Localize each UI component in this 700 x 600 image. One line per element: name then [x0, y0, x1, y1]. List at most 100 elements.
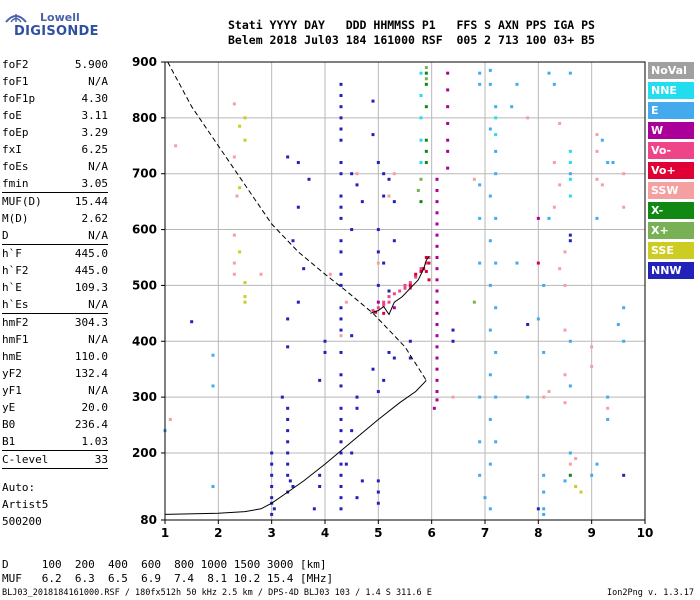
point-e	[568, 384, 572, 388]
param-name: B0	[2, 418, 16, 431]
x-tick-label: 2	[214, 526, 222, 540]
x-tick-label: 1	[161, 526, 169, 540]
param-value: N/A	[88, 75, 108, 88]
muf-value-row: MUF 6.2 6.3 6.5 6.9 7.4 8.1 10.2 15.4 [M…	[2, 572, 334, 585]
point-e	[606, 395, 610, 399]
y-tick-label: 300	[132, 390, 157, 404]
point-e	[494, 149, 498, 153]
lowell-digisonde-logo: Lowell DIGISONDE	[2, 6, 102, 44]
point-e	[478, 183, 482, 187]
point-nne	[419, 94, 423, 98]
param-name: foE	[2, 109, 22, 122]
x-tick-label: 9	[587, 526, 595, 540]
param-name: h`E	[2, 281, 22, 294]
header-line-2: Belem 2018 Jul03 184 161000 RSF 005 2 71…	[228, 33, 595, 47]
point-nnw	[355, 183, 359, 187]
param-row: B0 236.4	[2, 416, 108, 433]
param-name: foF2	[2, 58, 29, 71]
x-tick-label: 5	[374, 526, 382, 540]
param-value: N/A	[88, 160, 108, 173]
point-nnw	[350, 451, 354, 455]
param-separator	[2, 313, 108, 314]
legend-item-sse: SSE	[648, 242, 694, 259]
point-nnw	[280, 395, 284, 399]
point-nnw	[318, 484, 322, 488]
point-nnw	[286, 451, 290, 455]
point-e	[526, 395, 530, 399]
point-nnw	[190, 320, 194, 324]
point-nnw	[376, 479, 380, 483]
param-name: h`Es	[2, 298, 29, 311]
point-e	[488, 417, 492, 421]
point-nnw	[339, 138, 343, 142]
param-name: yF1	[2, 384, 22, 397]
point-vo-	[382, 311, 386, 315]
param-row: foF1 N/A	[2, 73, 108, 90]
param-value: 5.900	[74, 58, 108, 71]
x-tick-label: 7	[481, 526, 489, 540]
point-sse	[238, 186, 242, 190]
point-e	[542, 283, 546, 287]
point-vo-	[376, 306, 380, 310]
point-nnw	[286, 345, 290, 349]
param-value: 15.44	[74, 195, 108, 208]
point-nnw	[339, 496, 343, 500]
point-ssw	[232, 102, 236, 106]
param-row: yF2 132.4	[2, 365, 108, 382]
point-vo-	[536, 261, 540, 265]
auto-line-3: 500200	[2, 515, 42, 528]
point-nnw	[291, 239, 295, 243]
point-ssw	[526, 116, 530, 120]
point-w	[435, 289, 439, 293]
point-e	[478, 261, 482, 265]
point-vo-	[387, 300, 391, 304]
param-name: C-level	[2, 453, 49, 466]
point-ssw	[552, 205, 556, 209]
point-nnw	[536, 507, 540, 511]
point-nne	[494, 116, 498, 120]
point-nnw	[382, 378, 386, 382]
param-value: 109.3	[74, 281, 108, 294]
point-nne	[419, 161, 423, 165]
param-name: D	[2, 229, 9, 242]
point-nnw	[339, 373, 343, 377]
param-name: hmF2	[2, 316, 29, 329]
param-value: 445.0	[74, 247, 108, 260]
point-nnw	[350, 172, 354, 176]
point-nnw	[350, 334, 354, 338]
point-nnw	[344, 462, 348, 466]
y-tick-label: 600	[132, 223, 157, 237]
point-e	[488, 194, 492, 198]
point-e	[494, 350, 498, 354]
point-nnw	[382, 172, 386, 176]
point-nne	[568, 161, 572, 165]
point-nnw	[376, 283, 380, 287]
point-vo-	[382, 300, 386, 304]
param-row: foEs N/A	[2, 158, 108, 175]
point-w	[446, 71, 450, 75]
point-nnw	[339, 172, 343, 176]
point-x-	[568, 473, 572, 477]
param-value: 1.03	[81, 435, 109, 448]
x-tick-label: 6	[427, 526, 435, 540]
point-vo-	[427, 278, 431, 282]
param-row: C-level 33	[2, 451, 108, 468]
autoscaling-info: Auto: Artist5 500200	[2, 479, 48, 530]
point-nnw	[376, 390, 380, 394]
point-nnw	[387, 289, 391, 293]
point-nnw	[296, 300, 300, 304]
y-tick-label: 400	[132, 334, 157, 348]
point-ssw	[563, 328, 567, 332]
point-w	[435, 356, 439, 360]
point-ssw	[595, 149, 599, 153]
point-w	[446, 138, 450, 142]
param-name: foF1	[2, 75, 29, 88]
point-nnw	[339, 507, 343, 511]
point-e	[568, 339, 572, 343]
point-nnw	[339, 94, 343, 98]
param-row: h`E 109.3	[2, 279, 108, 296]
param-name: B1	[2, 435, 16, 448]
param-value: N/A	[88, 298, 108, 311]
point-nnw	[339, 272, 343, 276]
point-x-	[424, 71, 428, 75]
